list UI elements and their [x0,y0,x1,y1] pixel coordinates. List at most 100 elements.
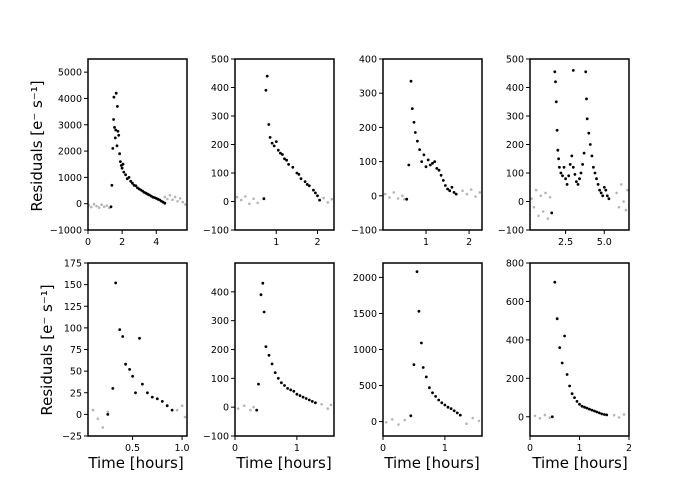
event-point [131,374,135,378]
event-point [555,128,559,132]
event-point [283,384,286,387]
event-point [550,211,554,215]
event-point [155,397,159,401]
event-point [424,165,428,169]
baseline-point [249,408,252,412]
event-point [255,408,259,412]
event-point [588,407,591,411]
baseline-point [175,408,179,412]
event-point [562,165,566,169]
xlabel-1: Time [hours] [87,454,183,472]
baseline-point [181,200,184,204]
event-point [557,157,560,161]
baseline-point [95,204,98,208]
baseline-point [624,208,628,212]
event-point [295,171,299,175]
event-point [407,163,411,167]
event-point [141,382,144,386]
baseline-point [97,206,101,209]
baseline-point [461,189,464,192]
event-point [434,395,437,398]
baseline-point [173,195,177,199]
event-point [561,174,564,178]
baseline-point [391,418,394,421]
event-point [441,179,445,182]
y-tick-label: −100 [203,226,229,237]
x-tick-label: 4 [153,237,159,248]
event-point [437,168,441,172]
event-point [592,165,595,169]
baseline-point [330,197,334,201]
baseline-point [384,421,388,424]
axes-frame [382,58,483,231]
event-point [565,183,569,186]
event-point [576,183,580,186]
event-point [114,281,118,285]
event-point [307,398,311,402]
event-point [440,401,444,405]
y-tick-label: 400 [211,83,229,94]
event-point [431,161,434,165]
event-point [583,405,586,409]
baseline-point [184,203,187,206]
event-point [297,173,301,176]
event-point [580,404,584,408]
baseline-point [178,197,182,200]
axes-frame [87,58,188,231]
event-point [598,188,601,192]
event-point [446,405,450,409]
event-point [291,165,295,169]
baseline-point [320,403,323,406]
event-point [571,165,575,169]
event-point [298,394,302,397]
baseline-point [244,195,247,198]
y-tick-label: −100 [203,432,229,443]
event-point [304,397,308,400]
axes-frame [529,262,630,437]
baseline-point [477,419,481,423]
x-tick-label: 0 [380,443,386,454]
event-point [106,413,110,416]
y-tick-label: 1000 [353,345,377,356]
baseline-point [91,408,95,412]
event-point [579,171,583,175]
y-tick-label: 400 [359,55,377,66]
baseline-point [403,418,407,422]
event-point [428,386,431,390]
event-point [111,387,115,390]
baseline-point [541,210,545,213]
event-point [558,165,561,169]
baseline-point [102,205,106,209]
baseline-point [248,202,251,206]
y-tick-label: 50 [70,367,82,378]
event-point [111,147,115,150]
baseline-point [168,194,172,197]
event-point [307,184,311,188]
event-point [127,176,131,179]
event-point [421,366,425,369]
baseline-point [471,416,475,420]
baseline-point [465,422,468,426]
panel-bottom-4: 0 200 400 600 800 0 1 2 [506,259,632,455]
event-point [559,171,563,175]
y-tick-label: 200 [211,140,229,151]
event-point [452,409,456,413]
event-point [117,133,121,137]
baseline-point [252,197,255,200]
event-point [281,153,284,156]
event-point [578,177,581,181]
baseline-point [532,205,536,209]
baseline-point [530,197,533,200]
baseline-point [92,202,96,206]
event-point [563,334,566,338]
event-point [593,409,596,413]
event-point [267,353,271,357]
ylabel-bottom: Residuals [e⁻ s⁻¹] [38,284,56,415]
event-point [270,362,274,366]
event-point [554,80,557,84]
xlabel-4: Time [hours] [531,454,627,472]
y-tick-label: −1000 [50,226,82,237]
event-point [257,382,260,386]
baseline-point [236,407,240,410]
event-point [570,392,574,396]
